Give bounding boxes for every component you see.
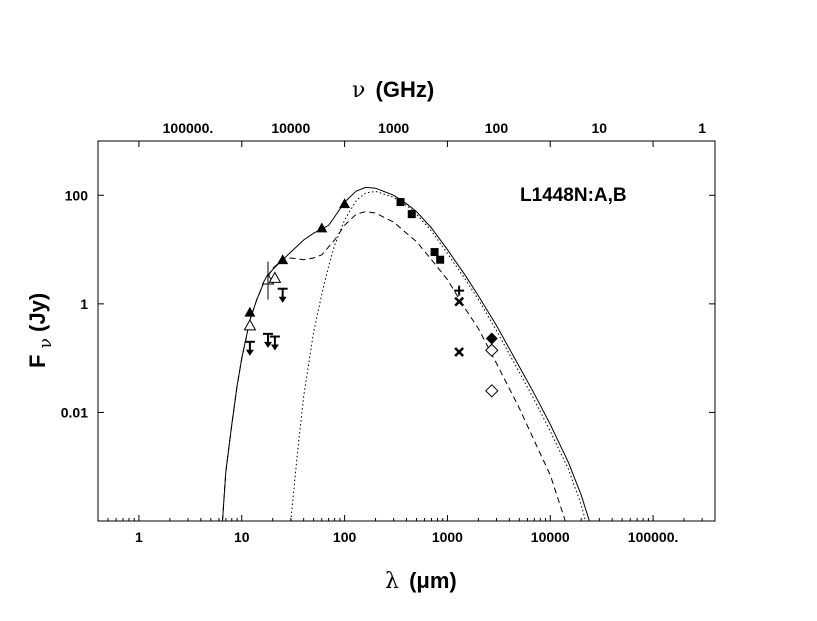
y-tick-label: 100 bbox=[65, 187, 89, 203]
y-axis-title: F ν (Jy) bbox=[25, 293, 56, 368]
upper-limit-marker bbox=[269, 335, 280, 351]
y-axis-title-sub: ν bbox=[36, 338, 56, 348]
upper-limit-arrow bbox=[264, 341, 273, 348]
y-axis-title-main: F bbox=[25, 355, 50, 368]
top-tick-label: 10000 bbox=[271, 120, 310, 136]
top-axis-title-symbol: ν bbox=[352, 78, 365, 103]
filled-triangle-marker bbox=[339, 198, 351, 209]
x-tick-label: 1000 bbox=[432, 529, 463, 545]
y-tick-label: 1 bbox=[80, 296, 88, 312]
top-tick-label: 1 bbox=[698, 120, 706, 136]
tick-labels: 1 10 100 1000 10000 100000.100000. 10000 1000 10… bbox=[61, 120, 706, 545]
x-axis-title: λ (μm) bbox=[385, 568, 457, 594]
open-diamond-marker bbox=[485, 384, 499, 398]
top-axis-title-unit: (GHz) bbox=[376, 77, 435, 102]
object-label: L1448N:A,B bbox=[520, 185, 627, 206]
filled-square-marker bbox=[407, 210, 416, 219]
x-axis-title-unit: (μm) bbox=[409, 568, 457, 593]
x-tick-label: 100000. bbox=[628, 529, 679, 545]
cross-marker bbox=[454, 347, 465, 357]
upper-limit-marker bbox=[244, 340, 255, 356]
x-axis-title-symbol: λ bbox=[385, 569, 399, 594]
upper-limit-marker bbox=[263, 332, 274, 348]
model-curve-dotted bbox=[290, 190, 586, 521]
top-tick-label: 10 bbox=[591, 120, 607, 136]
filled-triangle-marker bbox=[244, 306, 256, 317]
top-tick-label: 100000. bbox=[163, 120, 214, 136]
top-tick-label: 100 bbox=[485, 120, 509, 136]
top-axis-title: ν (GHz) bbox=[352, 77, 434, 103]
model-curve-solid bbox=[222, 186, 590, 521]
upper-limit-arrow bbox=[245, 349, 254, 356]
x-tick-label: 10000 bbox=[531, 529, 570, 545]
open-diamond-marker bbox=[485, 343, 499, 357]
filled-triangle-marker bbox=[277, 254, 289, 265]
cross-marker bbox=[454, 296, 465, 307]
x-tick-label: 100 bbox=[333, 529, 357, 545]
filled-triangle-marker bbox=[316, 222, 328, 233]
filled-diamond-marker bbox=[485, 332, 498, 345]
upper-limit-marker bbox=[277, 287, 288, 303]
upper-limit-arrow bbox=[278, 296, 287, 303]
y-axis-title-unit: (Jy) bbox=[25, 293, 50, 332]
filled-square-marker bbox=[396, 198, 405, 207]
model-curves bbox=[222, 186, 590, 521]
model-curve-dashed bbox=[222, 211, 566, 521]
data-markers bbox=[243, 198, 499, 398]
open-triangle-marker bbox=[243, 318, 257, 331]
axis-ticks bbox=[97, 141, 716, 521]
upper-limit-arrow bbox=[270, 344, 279, 351]
filled-square-marker bbox=[430, 248, 439, 257]
filled-square-marker bbox=[436, 255, 445, 264]
plus-marker bbox=[454, 285, 465, 296]
y-tick-label: 0.01 bbox=[61, 404, 88, 420]
x-tick-label: 1 bbox=[135, 529, 143, 545]
top-tick-label: 1000 bbox=[378, 120, 409, 136]
open-triangle-marker bbox=[268, 271, 282, 283]
x-tick-label: 10 bbox=[234, 529, 250, 545]
